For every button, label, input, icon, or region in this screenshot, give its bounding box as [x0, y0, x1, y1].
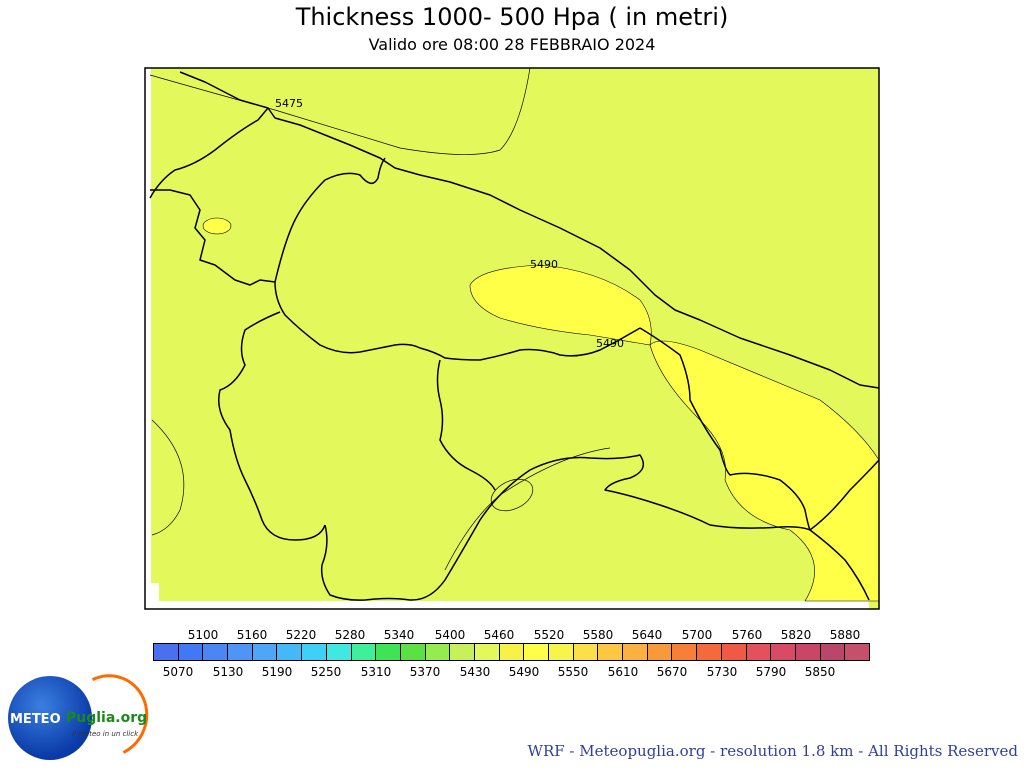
- legend-tick-label: 5130: [212, 665, 244, 679]
- northern-coast: [179, 71, 880, 389]
- map-subtitle: Valido ore 08:00 28 FEBBRAIO 2024: [368, 35, 656, 54]
- salento-coast: [639, 327, 880, 531]
- contour-5475: [149, 67, 531, 155]
- legend-swatch: [376, 644, 401, 660]
- legend-bottom-labels: 5070 5130 5190 5250 5310 5370 5430 5490 …: [153, 665, 870, 681]
- contour-west: [151, 419, 185, 536]
- legend-tick-label: 5310: [360, 665, 392, 679]
- legend-tick-label: 5460: [483, 628, 515, 642]
- logo-text-meteo: METEO: [10, 712, 61, 727]
- legend-swatch: [474, 644, 500, 660]
- legend-swatch: [573, 644, 599, 660]
- region-small-west: [202, 217, 232, 235]
- legend-swatch: [400, 644, 426, 660]
- legend-swatch: [697, 644, 722, 660]
- legend-swatch: [302, 644, 327, 660]
- legend-swatch: [795, 644, 821, 660]
- legend-swatch: [178, 644, 204, 660]
- legend-swatch: [672, 644, 698, 660]
- border-4: [436, 359, 496, 491]
- logo-tagline: il meteo in un click: [72, 730, 139, 738]
- contour-label: 5490: [530, 258, 558, 271]
- western-outline: [150, 189, 276, 286]
- legend-swatch: [598, 644, 624, 660]
- contour-label: 5490: [596, 337, 624, 350]
- contour-labels: 5475 5490 5490: [275, 97, 624, 350]
- legend-tick-label: 5280: [334, 628, 366, 642]
- southern-coast: [320, 454, 870, 601]
- legend-tick-label: 5790: [755, 665, 787, 679]
- legend-top-labels: 5100 5160 5220 5280 5340 5400 5460 5520 …: [153, 628, 870, 644]
- region-5490-east: [649, 340, 880, 602]
- legend-swatch: [203, 644, 229, 660]
- legend-swatch: [277, 644, 303, 660]
- legend-tick-label: 5700: [681, 628, 713, 642]
- legend-swatch: [450, 644, 475, 660]
- legend-tick-label: 5370: [409, 665, 441, 679]
- legend-tick-label: 5820: [780, 628, 812, 642]
- legend-swatch: [845, 644, 869, 660]
- legend-swatch: [252, 644, 278, 660]
- legend-tick-label: 5550: [557, 665, 589, 679]
- map-edge-blank: [145, 68, 151, 609]
- legend-swatch: [549, 644, 574, 660]
- border-2: [274, 281, 641, 361]
- legend-swatch: [647, 644, 673, 660]
- legend-tick-label: 5520: [533, 628, 565, 642]
- meteopuglia-logo[interactable]: METEO Puglia.org il meteo in un click: [8, 662, 160, 769]
- legend-tick-label: 5670: [656, 665, 688, 679]
- gargano-coast: [149, 107, 269, 199]
- legend-swatch: [351, 644, 377, 660]
- map-edge-blank-bottom: [145, 583, 159, 609]
- legend-tick-label: 5850: [804, 665, 836, 679]
- legend-tick-label: 5340: [383, 628, 415, 642]
- border-1: [274, 157, 386, 283]
- legend-swatch: [425, 644, 451, 660]
- legend-swatch: [746, 644, 772, 660]
- legend-tick-label: 5430: [459, 665, 491, 679]
- legend-tick-label: 5070: [162, 665, 194, 679]
- legend-tick-label: 5190: [261, 665, 293, 679]
- map-frame: [144, 67, 880, 610]
- legend-swatch: [524, 644, 549, 660]
- footer-credit: WRF - Meteopuglia.org - resolution 1.8 k…: [527, 742, 1018, 760]
- legend-tick-label: 5760: [731, 628, 763, 642]
- legend-swatch: [326, 644, 352, 660]
- legend-swatch: [228, 644, 253, 660]
- legend-tick-label: 5490: [508, 665, 540, 679]
- legend-tick-label: 5640: [631, 628, 663, 642]
- legend-swatch: [154, 644, 179, 660]
- legend-swatch: [820, 644, 846, 660]
- legend-swatch: [623, 644, 648, 660]
- legend-tick-label: 5580: [582, 628, 614, 642]
- legend-tick-label: 5880: [829, 628, 861, 642]
- contour-label: 5475: [275, 97, 303, 110]
- legend-swatch: [721, 644, 747, 660]
- legend-tick-label: 5730: [706, 665, 738, 679]
- logo-globe-icon: [8, 676, 92, 760]
- legend-tick-label: 5610: [607, 665, 639, 679]
- legend-tick-label: 5100: [187, 628, 219, 642]
- map-edge-blank-bottom2: [159, 601, 869, 609]
- map-background: [145, 68, 879, 609]
- legend-swatch: [499, 644, 525, 660]
- logo-text-puglia: Puglia.org: [66, 710, 148, 726]
- legend-tick-label: 5220: [285, 628, 317, 642]
- coastlines: [149, 71, 880, 601]
- legend-swatch: [771, 644, 796, 660]
- legend-tick-label: 5250: [310, 665, 342, 679]
- border-3: [218, 311, 326, 541]
- legend-tick-label: 5160: [236, 628, 268, 642]
- map-title: Thickness 1000- 500 Hpa ( in metri): [295, 3, 729, 31]
- legend-tick-label: 5400: [434, 628, 466, 642]
- legend-color-bar: [153, 643, 870, 661]
